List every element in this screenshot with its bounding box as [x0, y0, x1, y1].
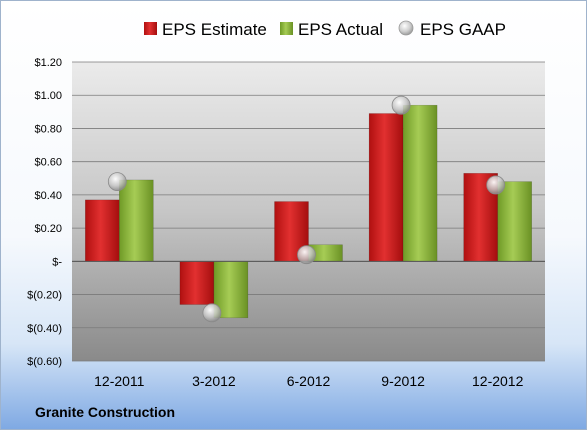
x-tick-label: 9-2012: [381, 373, 425, 389]
y-tick-label: $1.00: [34, 90, 62, 102]
legend: EPS Estimate EPS Actual EPS GAAP: [144, 20, 506, 39]
y-tick-label: $1.20: [34, 57, 62, 69]
gaap-point: [202, 303, 222, 323]
bar-eps-estimate: [85, 199, 120, 262]
bar-eps-actual: [119, 179, 154, 262]
y-tick-label: $(0.60): [27, 356, 62, 368]
legend-label-estimate: EPS Estimate: [162, 20, 267, 39]
gaap-point: [297, 245, 316, 265]
y-tick-label: $0.60: [34, 157, 62, 169]
bar-eps-estimate: [368, 113, 404, 262]
legend-marker-gaap: [398, 20, 414, 36]
legend-label-gaap: EPS GAAP: [420, 20, 506, 39]
x-tick-label: 12-2011: [94, 373, 145, 389]
y-tick-label: $-: [52, 256, 62, 268]
y-tick-label: $(0.40): [27, 323, 62, 335]
y-tick-label: $(0.20): [27, 290, 62, 302]
legend-swatch-estimate: [144, 22, 157, 35]
x-tick-label: 12-2012: [472, 373, 524, 389]
x-axis: 12-2011 3-2012 6-2012 9-2012 12-2012: [94, 373, 523, 389]
bar-eps-estimate: [179, 261, 215, 305]
x-tick-label: 6-2012: [287, 373, 331, 389]
y-tick-label: $0.80: [34, 123, 62, 135]
legend-label-actual: EPS Actual: [298, 20, 383, 39]
gaap-point: [391, 95, 411, 115]
gaap-point: [486, 175, 506, 195]
gaap-points: [107, 95, 506, 323]
company-name: Granite Construction: [35, 404, 175, 420]
y-axis: $1.20 $1.00 $0.80 $0.60 $0.40 $0.20 $- $(0.20) $…: [27, 57, 62, 368]
bar-eps-actual: [402, 104, 438, 262]
y-tick-label: $0.20: [34, 223, 62, 235]
gaap-point: [107, 172, 127, 192]
legend-swatch-actual: [280, 22, 293, 35]
bar-eps-actual: [497, 181, 532, 262]
y-tick-label: $0.40: [34, 190, 62, 202]
x-tick-label: 3-2012: [192, 373, 236, 389]
